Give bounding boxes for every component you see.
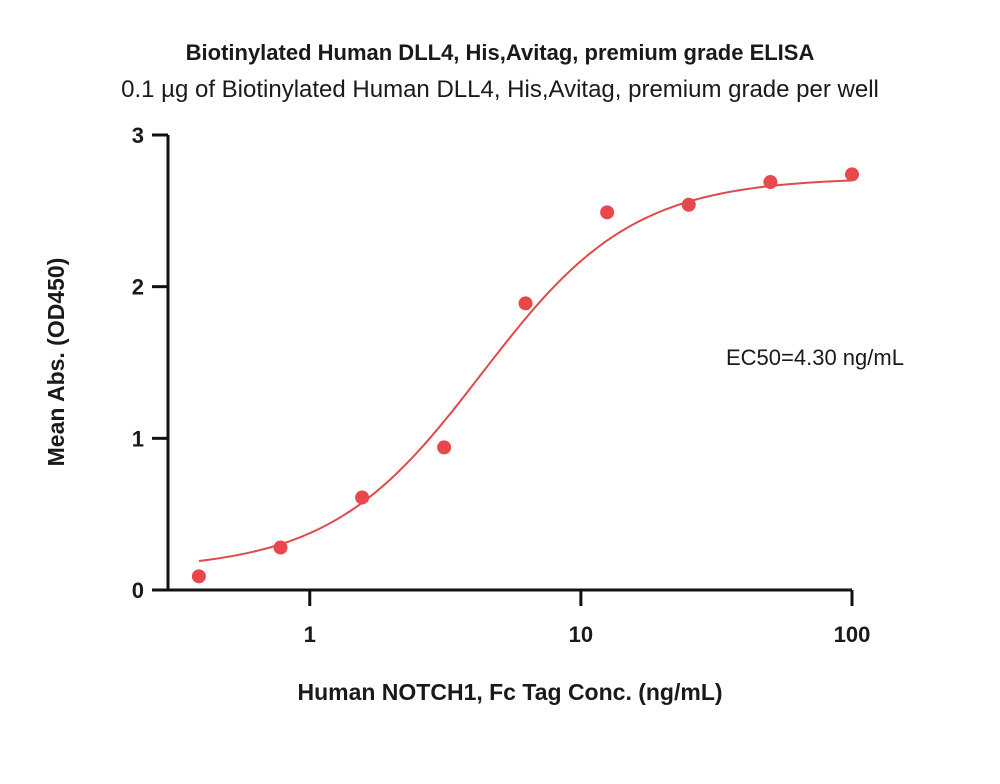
- data-points-layer: [191, 167, 859, 584]
- y-tick-label: 0: [132, 578, 144, 603]
- fit-curve: [198, 179, 853, 562]
- y-tick-label: 3: [132, 123, 144, 148]
- labels-layer: 0 1 2 3 1 10 100 Human NOTCH1, Fc Tag Conc. (ng…: [43, 123, 904, 705]
- data-point: [681, 197, 696, 212]
- data-point: [191, 569, 206, 584]
- x-tick-label: 100: [834, 622, 871, 647]
- y-tick-label: 2: [132, 275, 144, 300]
- fit-curve-layer: [198, 179, 853, 562]
- ec50-annotation: EC50=4.30 ng/mL: [726, 345, 904, 370]
- axes: [152, 133, 854, 606]
- data-point: [763, 175, 778, 190]
- x-axis-title: Human NOTCH1, Fc Tag Conc. (ng/mL): [297, 679, 722, 705]
- data-point: [355, 490, 370, 505]
- x-tick-label: 1: [304, 622, 316, 647]
- data-point: [437, 440, 452, 455]
- data-point: [518, 296, 533, 311]
- y-axis-title: Mean Abs. (OD450): [43, 258, 69, 467]
- chart-subtitle: 0.1 µg of Biotinylated Human DLL4, His,A…: [121, 76, 879, 103]
- chart-title: Biotinylated Human DLL4, His,Avitag, pre…: [185, 40, 815, 65]
- data-point: [273, 540, 288, 555]
- data-point: [845, 167, 859, 182]
- x-tick-label: 10: [569, 622, 593, 647]
- y-tick-label: 1: [132, 426, 144, 451]
- data-point: [600, 205, 615, 220]
